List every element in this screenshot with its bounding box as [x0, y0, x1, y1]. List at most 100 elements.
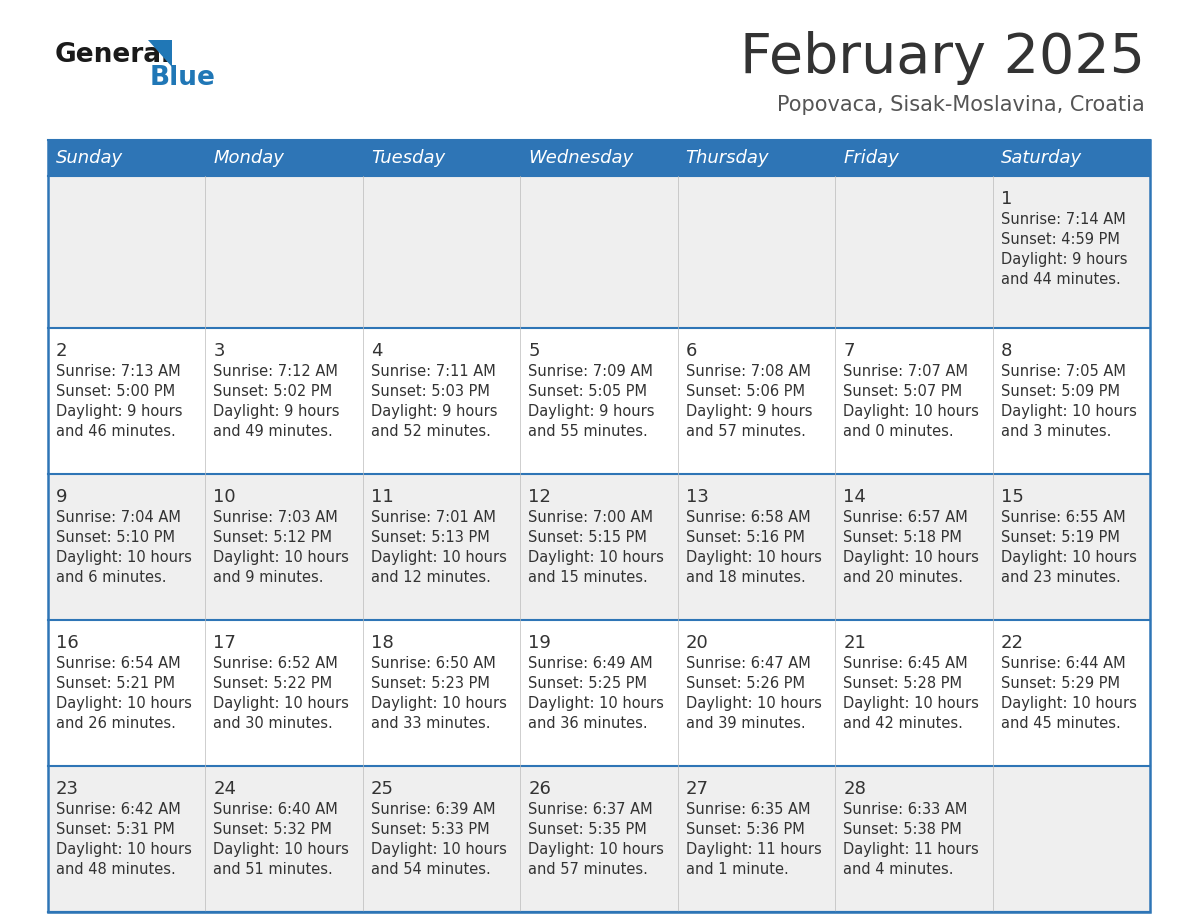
Text: Daylight: 9 hours: Daylight: 9 hours [214, 404, 340, 419]
Text: Sunrise: 6:33 AM: Sunrise: 6:33 AM [843, 802, 967, 817]
Text: Tuesday: Tuesday [371, 149, 446, 167]
Text: Daylight: 10 hours: Daylight: 10 hours [371, 550, 507, 565]
Text: 5: 5 [529, 342, 539, 360]
Text: Sunset: 5:10 PM: Sunset: 5:10 PM [56, 530, 175, 545]
Text: Daylight: 10 hours: Daylight: 10 hours [1000, 550, 1137, 565]
Text: Sunrise: 7:13 AM: Sunrise: 7:13 AM [56, 364, 181, 379]
Text: 10: 10 [214, 488, 236, 506]
Bar [835, 140, 992, 176]
Text: Sunrise: 7:03 AM: Sunrise: 7:03 AM [214, 510, 339, 525]
Text: Daylight: 9 hours: Daylight: 9 hours [371, 404, 498, 419]
Text: Sunrise: 7:00 AM: Sunrise: 7:00 AM [529, 510, 653, 525]
Bar [992, 620, 1150, 766]
Text: 2: 2 [56, 342, 68, 360]
Text: Sunrise: 7:12 AM: Sunrise: 7:12 AM [214, 364, 339, 379]
Text: 14: 14 [843, 488, 866, 506]
Text: Daylight: 10 hours: Daylight: 10 hours [1000, 696, 1137, 711]
Bar [677, 328, 835, 474]
Text: and 51 minutes.: and 51 minutes. [214, 862, 333, 877]
Bar [206, 328, 362, 474]
Text: Sunrise: 6:54 AM: Sunrise: 6:54 AM [56, 656, 181, 671]
Bar [520, 766, 677, 912]
Text: Sunset: 5:18 PM: Sunset: 5:18 PM [843, 530, 962, 545]
Bar [520, 328, 677, 474]
Bar [48, 328, 206, 474]
Text: Daylight: 11 hours: Daylight: 11 hours [843, 842, 979, 857]
Text: and 1 minute.: and 1 minute. [685, 862, 789, 877]
Text: and 42 minutes.: and 42 minutes. [843, 716, 963, 731]
Text: February 2025: February 2025 [740, 31, 1145, 85]
Text: Sunset: 5:32 PM: Sunset: 5:32 PM [214, 822, 333, 837]
Text: and 46 minutes.: and 46 minutes. [56, 424, 176, 439]
Text: Sunrise: 7:08 AM: Sunrise: 7:08 AM [685, 364, 810, 379]
Text: Sunset: 5:38 PM: Sunset: 5:38 PM [843, 822, 962, 837]
Text: and 45 minutes.: and 45 minutes. [1000, 716, 1120, 731]
Text: 7: 7 [843, 342, 854, 360]
Text: Sunset: 5:13 PM: Sunset: 5:13 PM [371, 530, 489, 545]
Text: Sunset: 5:09 PM: Sunset: 5:09 PM [1000, 384, 1119, 399]
Text: Monday: Monday [214, 149, 284, 167]
Bar [835, 620, 992, 766]
Text: Daylight: 9 hours: Daylight: 9 hours [56, 404, 183, 419]
Bar [362, 474, 520, 620]
Text: 23: 23 [56, 780, 78, 798]
Text: Sunset: 5:15 PM: Sunset: 5:15 PM [529, 530, 647, 545]
Text: Daylight: 10 hours: Daylight: 10 hours [371, 842, 507, 857]
Text: Sunday: Sunday [56, 149, 124, 167]
Text: 12: 12 [529, 488, 551, 506]
Text: Popovaca, Sisak-Moslavina, Croatia: Popovaca, Sisak-Moslavina, Croatia [777, 95, 1145, 115]
Text: Sunset: 5:31 PM: Sunset: 5:31 PM [56, 822, 175, 837]
Text: Sunset: 5:26 PM: Sunset: 5:26 PM [685, 676, 804, 691]
Bar [677, 620, 835, 766]
Bar [835, 474, 992, 620]
Text: and 18 minutes.: and 18 minutes. [685, 570, 805, 585]
Text: Sunrise: 7:14 AM: Sunrise: 7:14 AM [1000, 212, 1125, 227]
Text: 18: 18 [371, 634, 393, 652]
Text: Daylight: 10 hours: Daylight: 10 hours [56, 550, 192, 565]
Text: Sunset: 5:21 PM: Sunset: 5:21 PM [56, 676, 175, 691]
Text: Sunrise: 7:09 AM: Sunrise: 7:09 AM [529, 364, 653, 379]
Text: and 52 minutes.: and 52 minutes. [371, 424, 491, 439]
Text: Thursday: Thursday [685, 149, 769, 167]
Bar [48, 766, 206, 912]
Text: Sunrise: 6:42 AM: Sunrise: 6:42 AM [56, 802, 181, 817]
Text: Daylight: 10 hours: Daylight: 10 hours [529, 550, 664, 565]
Text: 21: 21 [843, 634, 866, 652]
Text: Sunset: 5:33 PM: Sunset: 5:33 PM [371, 822, 489, 837]
Text: Daylight: 10 hours: Daylight: 10 hours [214, 550, 349, 565]
Polygon shape [148, 40, 172, 67]
Bar [520, 474, 677, 620]
Text: Daylight: 9 hours: Daylight: 9 hours [1000, 252, 1127, 267]
Text: Saturday: Saturday [1000, 149, 1082, 167]
Text: Sunset: 5:19 PM: Sunset: 5:19 PM [1000, 530, 1119, 545]
Text: Sunrise: 6:52 AM: Sunrise: 6:52 AM [214, 656, 339, 671]
Text: and 49 minutes.: and 49 minutes. [214, 424, 333, 439]
Text: 15: 15 [1000, 488, 1023, 506]
Text: Sunset: 5:06 PM: Sunset: 5:06 PM [685, 384, 804, 399]
Bar [362, 328, 520, 474]
Bar [206, 474, 362, 620]
Bar [206, 176, 362, 328]
Text: Sunrise: 6:39 AM: Sunrise: 6:39 AM [371, 802, 495, 817]
Text: and 57 minutes.: and 57 minutes. [685, 424, 805, 439]
Text: Sunrise: 6:44 AM: Sunrise: 6:44 AM [1000, 656, 1125, 671]
Bar [835, 766, 992, 912]
Bar [677, 474, 835, 620]
Text: 22: 22 [1000, 634, 1024, 652]
Bar [362, 766, 520, 912]
Text: Sunrise: 6:45 AM: Sunrise: 6:45 AM [843, 656, 968, 671]
Text: Sunrise: 7:01 AM: Sunrise: 7:01 AM [371, 510, 495, 525]
Text: Sunset: 5:05 PM: Sunset: 5:05 PM [529, 384, 647, 399]
Text: Sunrise: 6:40 AM: Sunrise: 6:40 AM [214, 802, 339, 817]
Bar [48, 140, 206, 176]
Text: 28: 28 [843, 780, 866, 798]
Text: Blue: Blue [150, 65, 216, 91]
Text: Sunset: 5:16 PM: Sunset: 5:16 PM [685, 530, 804, 545]
Text: 16: 16 [56, 634, 78, 652]
Text: Daylight: 9 hours: Daylight: 9 hours [529, 404, 655, 419]
Bar [835, 328, 992, 474]
Bar [992, 766, 1150, 912]
Text: and 23 minutes.: and 23 minutes. [1000, 570, 1120, 585]
Text: and 44 minutes.: and 44 minutes. [1000, 272, 1120, 287]
Text: Daylight: 10 hours: Daylight: 10 hours [214, 696, 349, 711]
